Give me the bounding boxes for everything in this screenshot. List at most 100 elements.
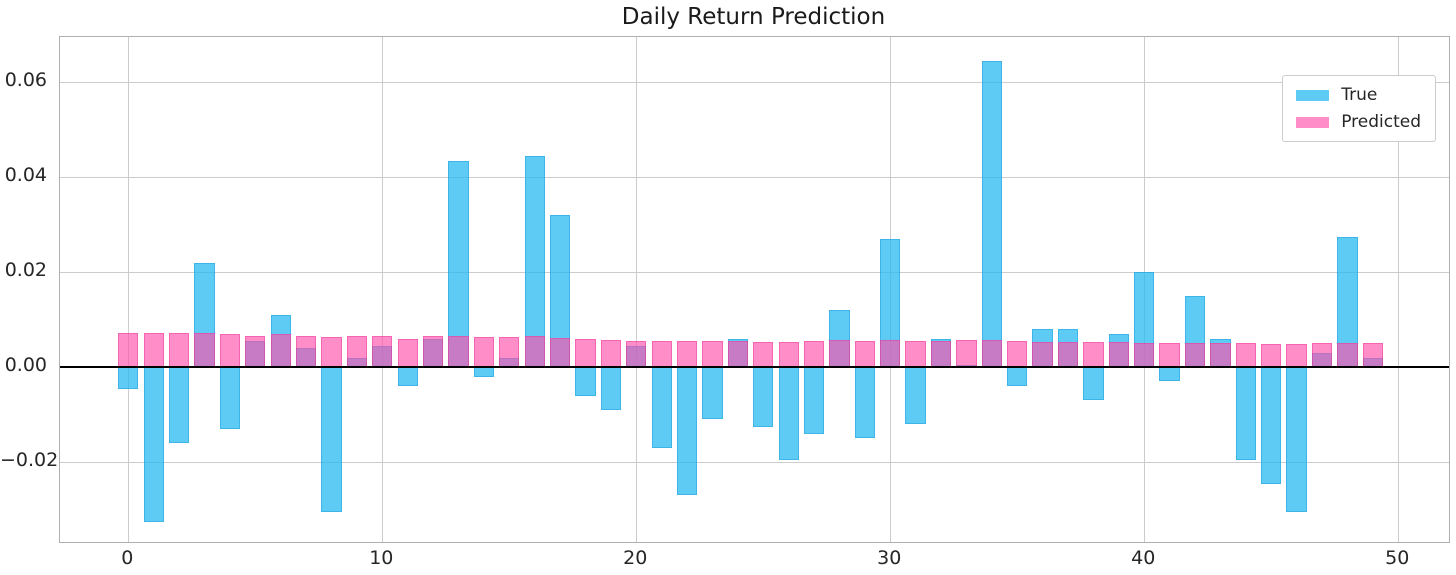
gridline-y-0.06 [60,81,1449,83]
chart-title: Daily Return Prediction [621,4,886,30]
bar-predicted-20 [626,340,647,368]
bar-predicted-34 [981,340,1002,368]
bar-predicted-18 [575,338,596,368]
bar-predicted-3 [194,333,215,368]
bar-true-46 [1286,367,1307,513]
bar-predicted-29 [854,341,875,368]
y-tick-label-0.02: 0.02 [4,259,47,282]
y-tick-label-−0.02: −0.02 [0,449,59,472]
x-tick-label-40: 40 [1131,547,1156,569]
bar-predicted-5 [245,336,266,368]
bar-true-35 [1007,367,1028,387]
x-tick-label-30: 30 [877,547,902,569]
bar-predicted-40 [1134,342,1155,368]
bar-predicted-6 [270,333,291,368]
y-tick-label-0.04: 0.04 [4,164,47,187]
bar-true-23 [702,367,723,420]
bar-predicted-23 [702,341,723,368]
gridline-y-0.04 [60,176,1449,178]
bar-predicted-28 [829,340,850,368]
x-tick-label-50: 50 [1385,547,1410,569]
legend-item-true: True [1296,85,1421,105]
bar-true-31 [905,367,926,425]
bar-predicted-48 [1337,342,1358,368]
x-tick-label-10: 10 [369,547,394,569]
bar-predicted-4 [219,333,241,368]
bar-predicted-2 [168,333,190,368]
bar-predicted-13 [448,335,469,368]
x-tick-label-20: 20 [623,547,648,569]
bar-true-22 [676,367,698,496]
bar-predicted-8 [321,337,342,368]
gridline-x-20 [635,37,637,542]
x-tick-label-0: 0 [121,547,134,569]
bar-true-41 [1159,367,1180,382]
legend-label-true: True [1341,85,1378,105]
bar-predicted-47 [1311,343,1333,368]
gridline-x-50 [1397,37,1399,542]
bar-true-4 [219,367,241,429]
bar-predicted-14 [473,336,495,368]
bar-predicted-42 [1184,343,1206,368]
bar-true-21 [651,367,672,448]
gridline-x-0 [127,37,129,542]
bar-predicted-21 [651,340,672,368]
bar-true-1 [143,367,164,522]
bar-true-2 [168,367,190,444]
bar-predicted-22 [676,341,698,368]
zero-line [60,366,1449,369]
legend-label-predicted: Predicted [1341,112,1421,132]
bar-true-19 [600,367,622,410]
gridline-y-−0.02 [60,461,1449,463]
bar-predicted-27 [803,341,825,368]
bar-true-11 [397,367,418,387]
bar-predicted-9 [346,336,368,368]
y-tick-label-0.00: 0.00 [4,354,47,377]
plot-area: True Predicted [59,36,1450,543]
bar-true-0 [118,367,139,389]
bar-predicted-19 [600,339,622,368]
bar-predicted-38 [1083,341,1104,368]
bar-predicted-44 [1235,343,1256,368]
bar-predicted-26 [778,341,799,368]
bar-predicted-30 [880,340,901,368]
bar-predicted-10 [372,336,393,368]
bar-predicted-15 [499,337,520,368]
gridline-y-0.02 [60,271,1449,273]
bar-true-45 [1261,367,1282,484]
legend-item-predicted: Predicted [1296,112,1421,132]
bar-predicted-39 [1108,341,1129,368]
gridline-x-10 [381,37,383,542]
bar-predicted-37 [1057,341,1079,368]
bar-true-34 [981,60,1002,368]
bar-predicted-49 [1362,343,1383,368]
bar-predicted-41 [1159,343,1180,368]
bar-predicted-46 [1286,344,1307,368]
y-tick-label-0.06: 0.06 [4,69,47,92]
bar-predicted-36 [1032,341,1053,368]
bar-predicted-45 [1261,344,1282,368]
bar-predicted-17 [549,338,571,368]
bar-predicted-32 [930,341,952,368]
bar-predicted-35 [1007,341,1028,368]
bar-true-29 [854,367,875,439]
bar-true-44 [1235,367,1256,460]
bar-predicted-11 [397,338,418,368]
true-series-swatch [1296,89,1330,101]
bar-true-8 [321,367,342,513]
bar-predicted-7 [295,335,317,368]
bar-true-26 [778,367,799,460]
bar-true-14 [473,367,495,377]
bar-predicted-24 [727,341,749,368]
bar-true-38 [1083,367,1104,401]
bar-predicted-33 [956,340,977,368]
bar-predicted-16 [524,336,545,368]
bar-predicted-43 [1210,343,1231,368]
legend: True Predicted [1282,75,1436,142]
bar-true-27 [803,367,825,434]
bar-true-18 [575,367,596,396]
bar-true-25 [753,367,774,427]
predicted-series-swatch [1296,116,1330,128]
bar-predicted-12 [422,336,444,368]
